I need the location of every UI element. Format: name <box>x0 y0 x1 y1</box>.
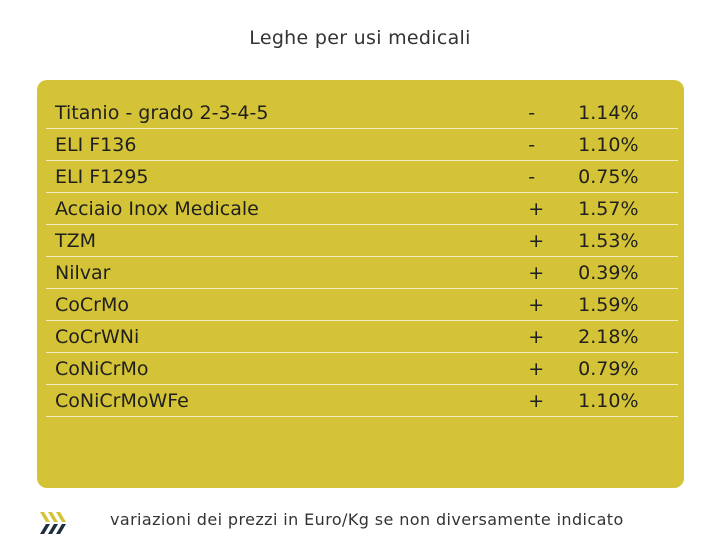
table-row: Nilvar + 0.39% <box>46 257 678 289</box>
table-row: CoCrMo + 1.59% <box>46 289 678 321</box>
table-row: ELI F136 - 1.10% <box>46 129 678 161</box>
change-sign: - <box>528 133 536 156</box>
table-row: Acciaio Inox Medicale + 1.57% <box>46 193 678 225</box>
alloy-name: Titanio - grado 2-3-4-5 <box>55 101 269 124</box>
change-sign: + <box>528 229 545 252</box>
price-panel: Titanio - grado 2-3-4-5 - 1.14% ELI F136… <box>37 80 684 488</box>
table-row: CoNiCrMo + 0.79% <box>46 353 678 385</box>
alloy-name: Acciaio Inox Medicale <box>55 197 259 220</box>
stripes-logo-icon <box>40 512 66 534</box>
change-value: 0.79% <box>578 357 639 380</box>
table-row: Titanio - grado 2-3-4-5 - 1.14% <box>46 97 678 129</box>
change-value: 1.57% <box>578 197 639 220</box>
alloy-name: ELI F1295 <box>55 165 149 188</box>
alloy-name: CoNiCrMoWFe <box>55 389 189 412</box>
change-value: 1.53% <box>578 229 639 252</box>
change-value: 1.10% <box>578 389 639 412</box>
alloy-name: TZM <box>55 229 97 252</box>
change-value: 1.14% <box>578 101 639 124</box>
page-title: Leghe per usi medicali <box>249 27 471 49</box>
alloy-name: Nilvar <box>55 261 111 284</box>
change-sign: + <box>528 293 545 316</box>
change-value: 2.18% <box>578 325 639 348</box>
table-row: ELI F1295 - 0.75% <box>46 161 678 193</box>
table-row: CoNiCrMoWFe + 1.10% <box>46 385 678 417</box>
change-sign: + <box>528 389 545 412</box>
change-sign: + <box>528 261 545 284</box>
change-value: 1.59% <box>578 293 639 316</box>
footer-note: variazioni dei prezzi in Euro/Kg se non … <box>110 510 624 529</box>
change-value: 0.75% <box>578 165 639 188</box>
table-row: CoCrWNi + 2.18% <box>46 321 678 353</box>
change-value: 0.39% <box>578 261 639 284</box>
change-sign: + <box>528 357 545 380</box>
change-value: 1.10% <box>578 133 639 156</box>
change-sign: + <box>528 197 545 220</box>
change-sign: + <box>528 325 545 348</box>
alloy-name: CoNiCrMo <box>55 357 149 380</box>
change-sign: - <box>528 165 536 188</box>
alloy-name: CoCrWNi <box>55 325 140 348</box>
alloy-name: ELI F136 <box>55 133 137 156</box>
change-sign: - <box>528 101 536 124</box>
table-row: TZM + 1.53% <box>46 225 678 257</box>
alloy-name: CoCrMo <box>55 293 129 316</box>
price-table: Titanio - grado 2-3-4-5 - 1.14% ELI F136… <box>46 97 678 417</box>
